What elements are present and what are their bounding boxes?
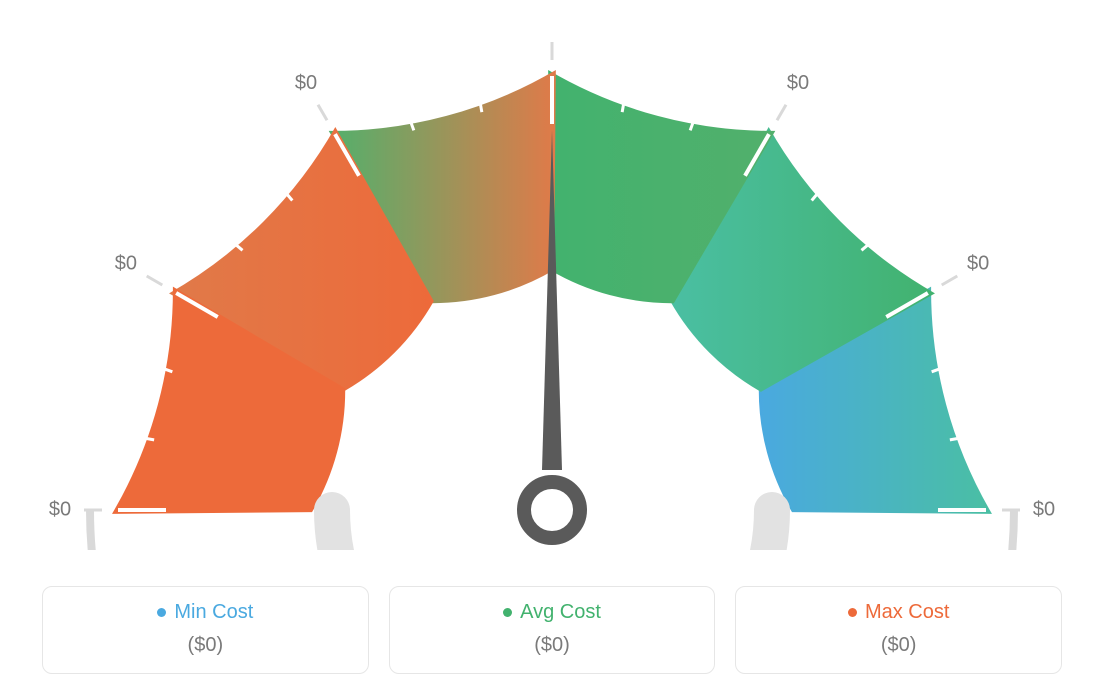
svg-text:$0: $0 [115,252,137,274]
svg-text:$0: $0 [967,252,989,274]
svg-text:$0: $0 [1033,498,1055,520]
legend-label: Min Cost [174,601,253,624]
legend-title-avg: Avg Cost [503,601,601,624]
legend-row: Min Cost ($0) Avg Cost ($0) Max Cost ($0… [42,586,1062,674]
legend-card-max: Max Cost ($0) [735,586,1062,674]
legend-label: Avg Cost [520,601,601,624]
legend-dot-icon [157,608,166,617]
svg-text:$0: $0 [49,498,71,520]
legend-dot-icon [848,608,857,617]
legend-label: Max Cost [865,601,949,624]
legend-value: ($0) [61,634,350,657]
legend-title-max: Max Cost [848,601,949,624]
legend-title-min: Min Cost [157,601,253,624]
legend-value: ($0) [754,634,1043,657]
cost-gauge-container: $0$0$0$0$0$0$0 Min Cost ($0) Avg Cost ($… [0,0,1104,690]
legend-dot-icon [503,608,512,617]
legend-value: ($0) [408,634,697,657]
legend-card-avg: Avg Cost ($0) [389,586,716,674]
svg-text:$0: $0 [295,72,317,94]
legend-card-min: Min Cost ($0) [42,586,369,674]
svg-text:$0: $0 [787,72,809,94]
gauge-svg: $0$0$0$0$0$0$0 [42,30,1062,550]
gauge-chart: $0$0$0$0$0$0$0 [42,30,1062,550]
